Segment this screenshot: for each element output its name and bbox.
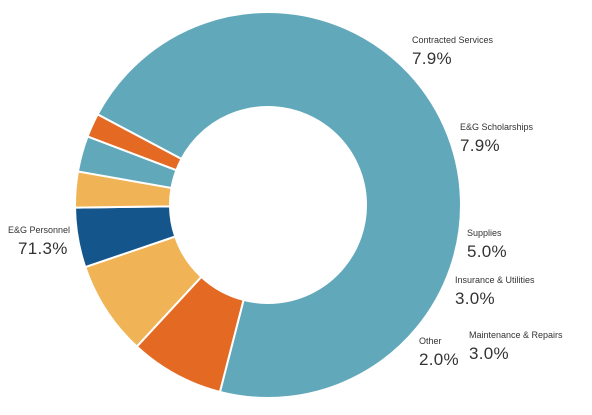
value-other: 2.0% xyxy=(419,350,459,369)
slice-labels: E&G Personnel 71.3% Contracted Services 7.9… xyxy=(8,35,563,369)
value-eandg-scholarships: 7.9% xyxy=(460,136,500,155)
label-contracted-services: Contracted Services xyxy=(412,35,494,45)
slice-other xyxy=(86,113,183,172)
label-insurance-and-utilities: Insurance & Utilities xyxy=(455,275,535,285)
value-contracted-services: 7.9% xyxy=(412,49,452,68)
label-eandg-personnel: E&G Personnel xyxy=(8,225,70,235)
label-other: Other xyxy=(419,336,442,346)
donut-slices xyxy=(74,11,462,399)
value-maintenance-and-repairs: 3.0% xyxy=(469,344,509,363)
value-insurance-and-utilities: 3.0% xyxy=(455,289,495,308)
label-maintenance-and-repairs: Maintenance & Repairs xyxy=(469,330,563,340)
value-eandg-personnel: 71.3% xyxy=(18,239,68,258)
label-eandg-scholarships: E&G Scholarships xyxy=(460,122,534,132)
value-supplies: 5.0% xyxy=(467,242,507,261)
slice-eandg-personnel xyxy=(96,11,462,399)
label-supplies: Supplies xyxy=(467,228,502,238)
